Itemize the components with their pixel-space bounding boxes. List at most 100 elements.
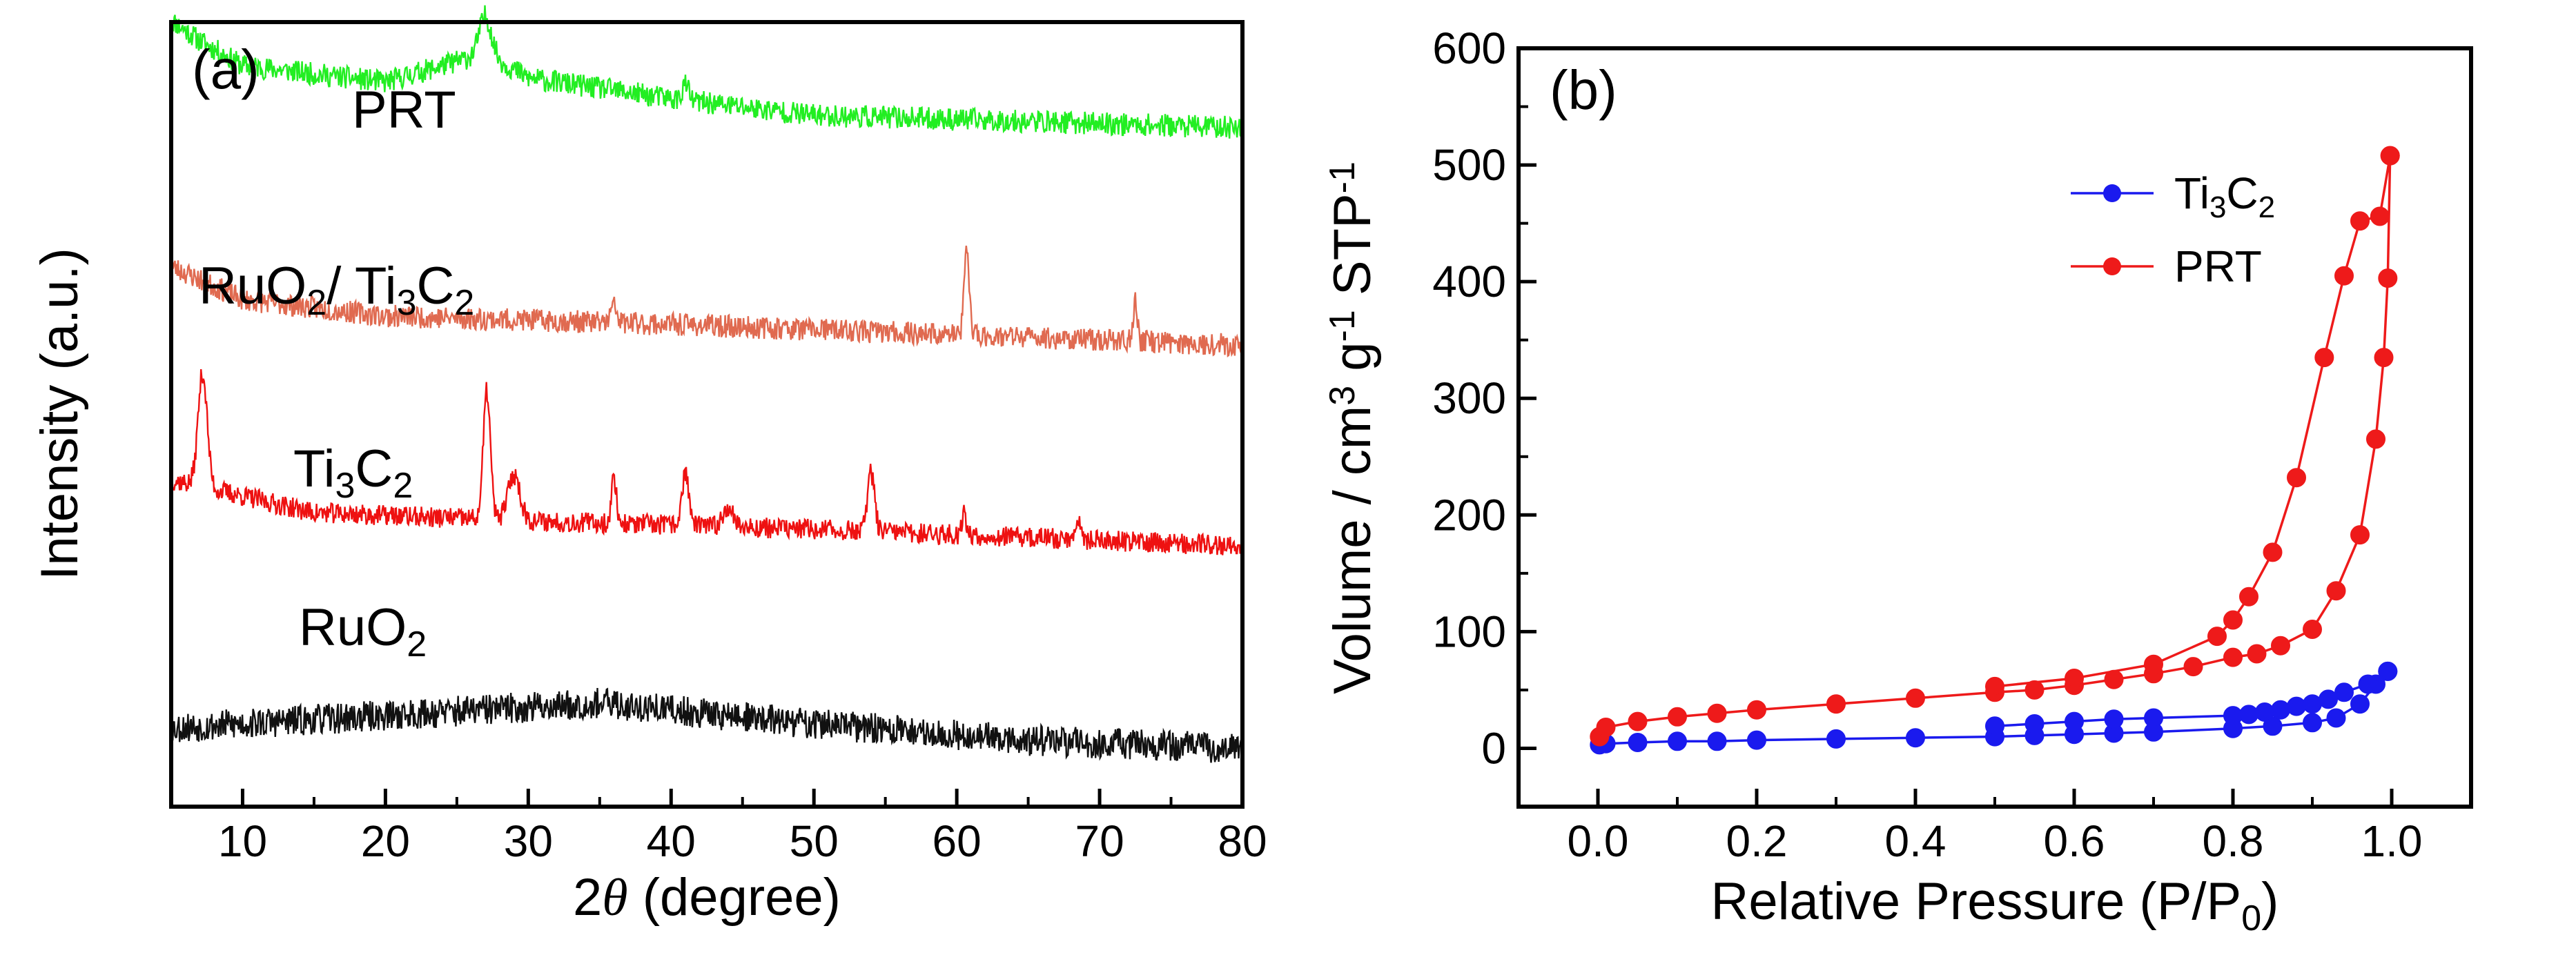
legend-label-prt: PRT: [2174, 242, 2262, 291]
ti3c2-adsorption-point: [1826, 729, 1846, 749]
prt-adsorption-point: [2350, 525, 2370, 545]
prt-desorption-point: [2334, 266, 2354, 286]
ti3c2-desorption-point: [2104, 709, 2124, 729]
ti3c2-desorption-point: [2378, 661, 2398, 681]
prt-desorption-point: [2065, 669, 2084, 688]
legend-label-ti3c2: Ti3C2: [2174, 168, 2275, 224]
x-tick-label: 0.0: [1568, 816, 1629, 866]
x-tick-label: 70: [1075, 816, 1124, 866]
panel-a-frame: [169, 20, 1245, 809]
prt-adsorption-point: [1628, 711, 1648, 731]
x-tick-label: 50: [790, 816, 839, 866]
prt-adsorption-point: [2366, 429, 2385, 449]
y-tick-label: 0: [1481, 723, 1506, 773]
x-tick-label: 0.6: [2044, 816, 2105, 866]
ti3c2-adsorption-point: [1668, 731, 1687, 751]
panel-a-label: (a): [192, 39, 260, 100]
prt-adsorption-point: [2247, 644, 2267, 664]
x-tick-label: 1.0: [2361, 816, 2423, 866]
panel-b-x-axis-title: Relative Pressure (P/P0): [1711, 872, 2279, 938]
panel-a-y-axis-title: Intensity (a.u.): [30, 248, 89, 580]
prt-desorption-line: [1994, 155, 2392, 688]
x-tick-label: 0.8: [2203, 816, 2264, 866]
xrd-trace-ruo2: [170, 687, 1244, 763]
ti3c2-desorption-point: [2239, 705, 2258, 725]
ti3c2-desorption-point: [2334, 682, 2354, 702]
panel-b-y-axis-title: Volume / cm3 g-1 STP-1: [1323, 161, 1382, 694]
panel-b-isotherm: 0.0 0.2 0.4 0.6 0.8 1.0 0 100 200 300 400 500 600 (b…: [1323, 23, 2473, 938]
y-tick-label: 300: [1432, 373, 1506, 423]
prt-adsorption-point: [2378, 268, 2398, 288]
prt-adsorption-point: [2326, 581, 2346, 601]
prt-adsorption-point: [2223, 647, 2243, 667]
ti3c2-adsorption-point: [2303, 713, 2322, 733]
prt-desorption-point: [2314, 348, 2334, 368]
trace-label-ruo2-ti3c2: RuO2/ Ti3C2: [199, 257, 474, 323]
prt-adsorption-point: [2183, 657, 2203, 677]
prt-adsorption-point: [1707, 703, 1727, 723]
prt-adsorption-point: [1906, 688, 1925, 708]
x-tick-label: 0.4: [1885, 816, 1946, 866]
prt-desorption-point: [2207, 627, 2227, 647]
x-tick-label: 0.2: [1726, 816, 1788, 866]
panel-b-ticks: 0.0 0.2 0.4 0.6 0.8 1.0 0 100 200 300 400 500 600: [1432, 23, 2472, 866]
prt-adsorption-point: [1668, 707, 1687, 727]
y-tick-label: 400: [1432, 257, 1506, 306]
x-tick-label: 20: [361, 816, 410, 866]
ti3c2-desorption-point: [2358, 674, 2378, 694]
prt-adsorption-point: [2303, 620, 2322, 639]
ti3c2-desorption-point: [1985, 716, 2004, 736]
ti3c2-desorption-point: [2287, 696, 2306, 716]
xrd-trace-ruo2-ti3c2: [170, 245, 1244, 357]
prt-adsorption-point: [2374, 348, 2394, 368]
prt-adsorption-point: [1826, 694, 1846, 714]
ti3c2-adsorption-point: [1707, 731, 1727, 751]
trace-label-prt: PRT: [352, 81, 456, 139]
prt-desorption-point: [2380, 146, 2400, 166]
panel-a-x-ticks: 10 20 30 40 50 60 70 80: [170, 789, 1267, 866]
ti3c2-desorption-point: [2319, 689, 2338, 709]
ti3c2-desorption-point: [2065, 711, 2084, 731]
x-tick-label: 80: [1218, 816, 1267, 866]
x-tick-label: 40: [647, 816, 696, 866]
prt-desorption-point: [2223, 610, 2243, 630]
ti3c2-desorption-point: [2144, 708, 2163, 728]
ti3c2-desorption-point: [2271, 700, 2290, 720]
trace-label-ti3c2: Ti3C2: [293, 440, 413, 506]
panel-a-x-axis-title: 2θ (degree): [573, 868, 841, 927]
prt-desorption-point: [2370, 206, 2390, 226]
legend-marker-ti3c2: [2103, 184, 2121, 202]
panel-b-label: (b): [1550, 59, 1617, 121]
x-tick-label: 30: [504, 816, 553, 866]
x-tick-label: 10: [218, 816, 267, 866]
panel-a-xrd: 10 20 30 40 50 60 70 80 (a) PRT RuO2/ Ti3C2 Ti3C2…: [30, 5, 1267, 927]
prt-adsorption-point: [2271, 636, 2290, 656]
y-tick-label: 100: [1432, 607, 1506, 656]
y-tick-label: 500: [1432, 140, 1506, 190]
ti3c2-adsorption-point: [1628, 733, 1648, 752]
ti3c2-desorption-point: [2223, 706, 2243, 726]
prt-adsorption-point: [2104, 669, 2124, 689]
ti3c2-adsorption-point: [2350, 694, 2370, 714]
y-tick-label: 600: [1432, 23, 1506, 73]
xrd-trace-ti3c2: [170, 368, 1244, 555]
ti3c2-adsorption-point: [2326, 708, 2346, 728]
trace-label-ruo2: RuO2: [299, 598, 427, 664]
x-tick-label: 60: [933, 816, 982, 866]
xrd-traces: [170, 5, 1244, 763]
ti3c2-desorption-point: [2303, 694, 2322, 714]
prt-adsorption-point: [1596, 718, 1616, 737]
prt-adsorption-point: [1747, 700, 1766, 720]
legend-marker-prt: [2103, 257, 2121, 275]
panel-b-legend: Ti3C2 PRT: [2071, 168, 2275, 291]
xrd-trace-labels: PRT RuO2/ Ti3C2 Ti3C2 RuO2: [199, 81, 474, 664]
ti3c2-desorption-point: [2255, 702, 2274, 722]
ti3c2-desorption-point: [2024, 714, 2045, 734]
prt-desorption-point: [1985, 676, 2004, 696]
prt-adsorption-point: [2024, 680, 2045, 700]
isotherm-series: [1590, 146, 2400, 755]
prt-desorption-point: [2144, 654, 2163, 674]
prt-desorption-point: [2287, 468, 2306, 488]
prt-desorption-point: [2239, 587, 2258, 607]
